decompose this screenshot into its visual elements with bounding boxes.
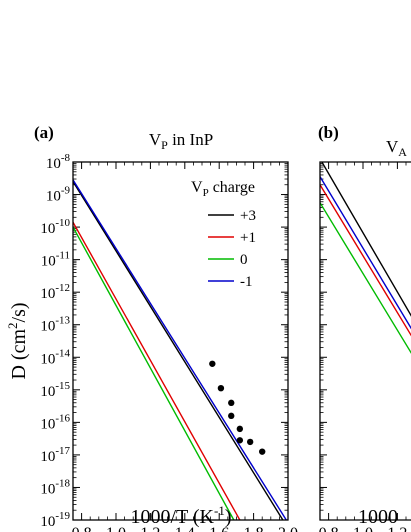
series-line-0 (320, 202, 411, 354)
x-tick-label: 1.0 (353, 525, 373, 532)
panel-a-x-tick-labels: 0.8 1.0 1.2 1.4 1.6 1.8 2.0 (72, 525, 298, 532)
panel-b-label: (b) (318, 123, 339, 142)
panel-b-ticks (319, 161, 407, 521)
series-line-+3 (321, 162, 411, 317)
panel-b-x-tick-labels: 0.8 1.0 1.2 (319, 525, 408, 532)
data-point (246, 438, 254, 446)
series-line-+3 (73, 181, 284, 520)
data-point (236, 425, 244, 433)
legend: VP charge +3 +1 0 -1 (191, 179, 256, 290)
y-tick-label: 10-14 (40, 347, 70, 367)
y-tick-label: 10-17 (40, 445, 70, 465)
series-line--1 (320, 176, 411, 330)
x-tick-label: 1.6 (209, 525, 229, 532)
legend-label: -1 (240, 274, 253, 290)
panel-b: (b) VA 0.8 1.0 1.2 1000 (318, 123, 411, 532)
legend-label: 0 (240, 252, 248, 268)
series-line--1 (73, 179, 287, 520)
y-tick-label: 10-13 (40, 315, 70, 335)
x-tick-label: 1.4 (175, 525, 195, 532)
panel-a-y-tick-labels: 10-8 10-9 10-10 10-11 10-12 10-13 10-14 10-15 10… (40, 152, 70, 530)
data-point (209, 360, 216, 367)
panel-a-y-axis-label: D (cm2/s) (5, 302, 30, 379)
x-tick-label: 1.2 (140, 525, 160, 532)
y-tick-label: 10-18 (40, 477, 70, 497)
data-point (259, 448, 266, 455)
data-point (236, 437, 244, 444)
panel-a-scatter-points (209, 360, 266, 455)
panel-b-series-lines (320, 162, 411, 354)
legend-title: VP charge (191, 179, 255, 199)
x-tick-label: 1.2 (387, 525, 407, 532)
legend-entries: +3 +1 0 -1 (208, 208, 256, 290)
y-tick-label: 10-8 (46, 152, 71, 172)
panel-a-x-axis-label: 1000/T (K-1) (130, 503, 231, 528)
y-tick-label: 10-15 (40, 380, 70, 400)
y-tick-label: 10-10 (40, 217, 70, 237)
y-tick-label: 10-16 (40, 412, 70, 432)
series-line-+1 (73, 221, 241, 520)
panel-a-plot-frame (72, 161, 289, 521)
x-tick-label: 0.8 (319, 525, 339, 532)
data-point (228, 412, 235, 420)
legend-label: +3 (240, 208, 256, 224)
x-tick-label: 0.8 (72, 525, 92, 532)
y-tick-label: 10-19 (40, 510, 70, 530)
panel-b-title: VA (386, 137, 407, 159)
panel-b-plot-frame (319, 161, 411, 521)
legend-label: +1 (240, 230, 256, 246)
panel-a-title: VP in InP (149, 130, 213, 152)
panel-a: (a) VP in InP 10-810-910-1010-1110-1210-… (5, 123, 298, 532)
series-line-0 (73, 226, 235, 520)
series-line-+1 (320, 184, 411, 337)
x-tick-label: 1.0 (106, 525, 126, 532)
x-tick-label: 1.8 (244, 525, 264, 532)
panel-b-x-axis-label: 1000 (358, 506, 398, 528)
y-tick-label: 10-11 (41, 250, 70, 270)
y-tick-label: 10-12 (40, 282, 70, 302)
data-point (228, 399, 235, 407)
x-tick-label: 2.0 (278, 525, 298, 532)
data-point (217, 384, 225, 392)
panel-a-label: (a) (34, 123, 54, 142)
panel-a-series-lines (73, 179, 287, 520)
y-tick-label: 10-9 (46, 185, 71, 205)
